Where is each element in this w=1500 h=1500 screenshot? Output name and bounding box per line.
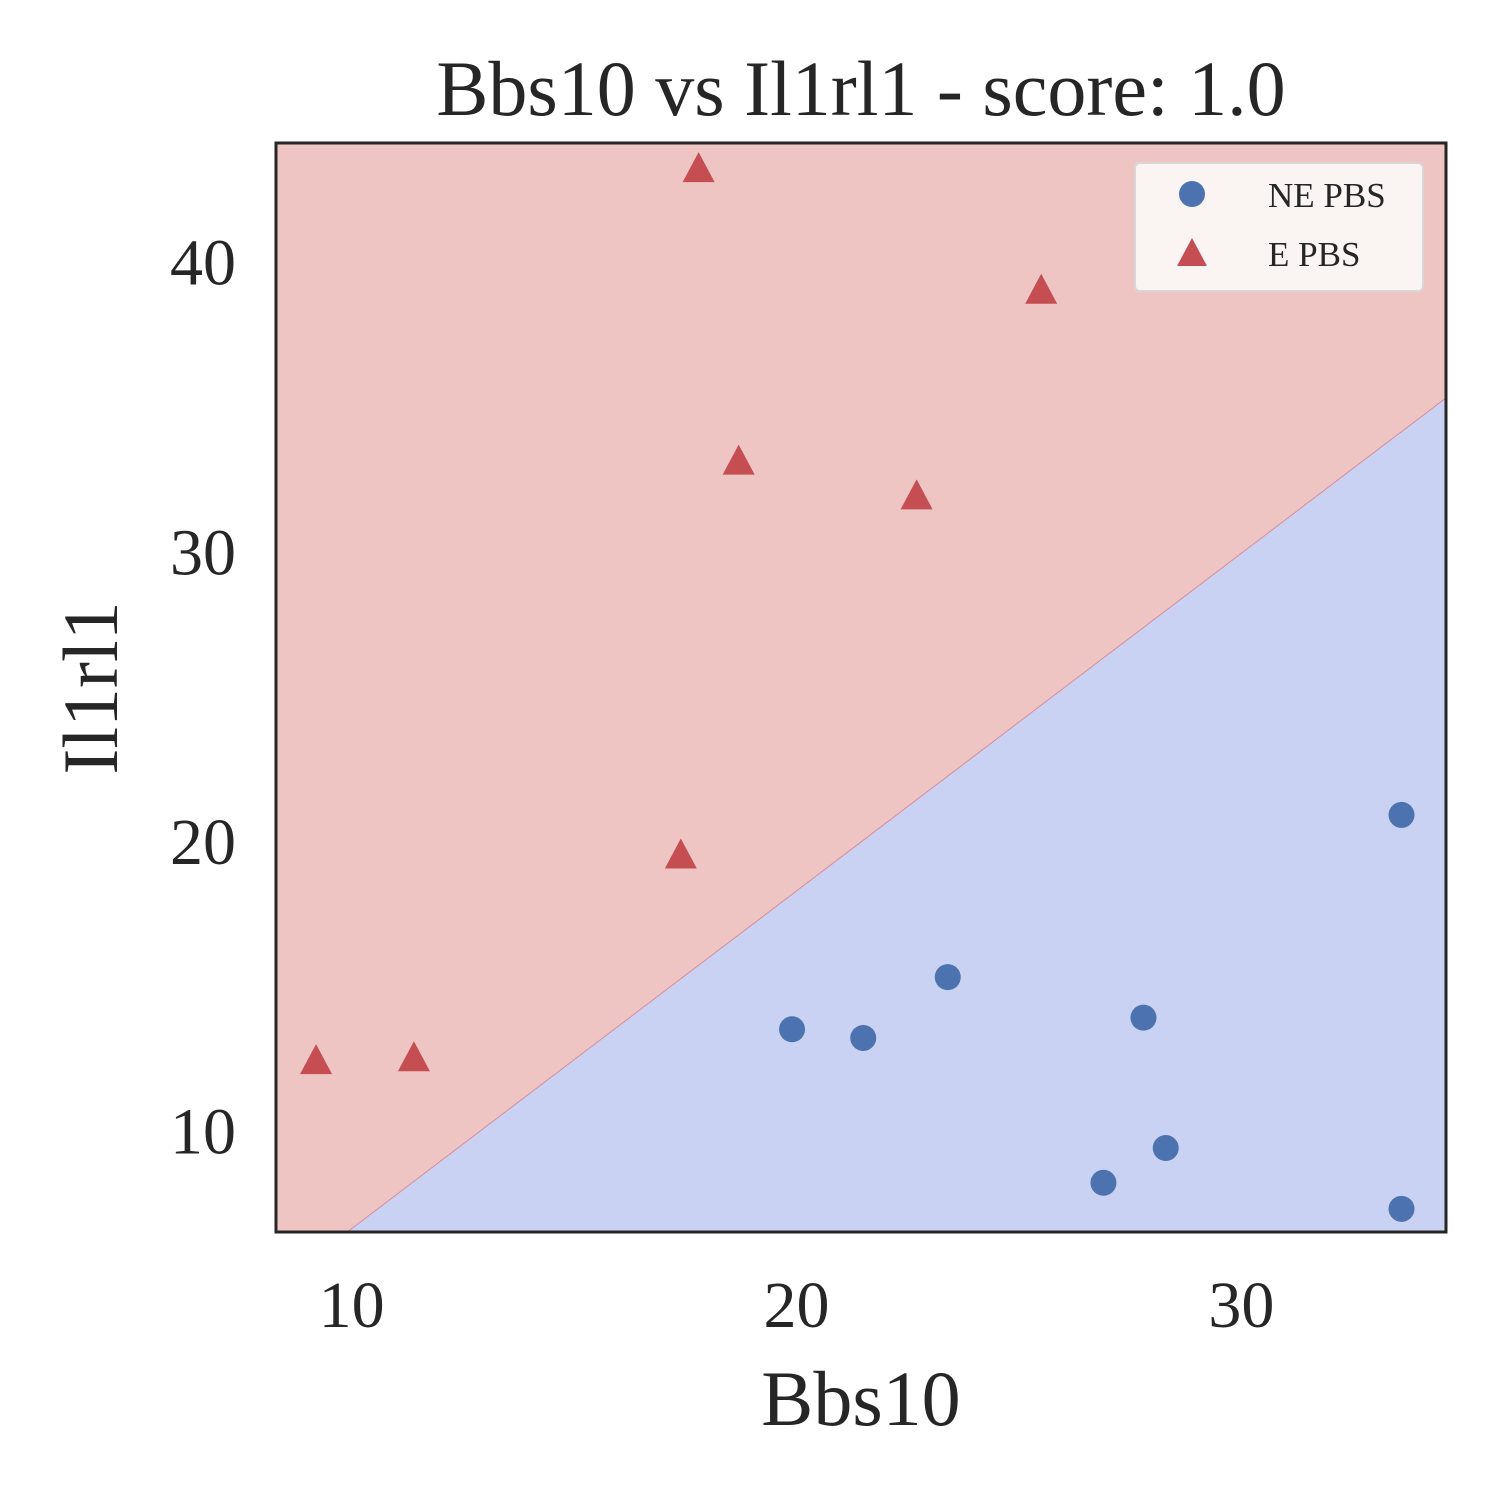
x-axis-label: Bbs10 [761,1355,960,1442]
legend-box [1134,162,1424,292]
x-tick-label: 10 [319,1269,385,1342]
point-ne-pbs [1152,1135,1179,1162]
x-axis-ticks: 10 20 30 [319,1269,1275,1342]
x-tick-label: 30 [1208,1269,1274,1342]
point-e-pbs [722,444,755,475]
y-tick-label: 10 [170,1096,236,1169]
point-e-pbs [682,152,715,183]
point-e-pbs [300,1044,333,1075]
data-points [300,152,1415,1222]
point-ne-pbs [1130,1004,1157,1031]
point-e-pbs [397,1041,430,1072]
legend-marker-e-pbs [1177,238,1207,266]
y-tick-label: 20 [170,806,236,879]
legend-label-e-pbs: E PBS [1268,235,1360,274]
point-ne-pbs [1388,801,1415,828]
plot-frame [274,141,1448,1234]
point-e-pbs [900,479,933,510]
point-ne-pbs [934,964,961,991]
y-tick-label: 30 [170,516,236,589]
x-tick-label: 20 [763,1269,829,1342]
plot-area [276,143,1446,1232]
decision-boundary [346,397,1446,1232]
point-ne-pbs [850,1024,877,1051]
legend-label-ne-pbs: NE PBS [1268,176,1386,215]
legend: NE PBS E PBS [1134,162,1424,292]
point-ne-pbs [1388,1195,1415,1222]
point-ne-pbs [1090,1169,1117,1196]
y-axis-label: Il1rl1 [47,601,134,774]
point-e-pbs [664,838,697,869]
y-axis-ticks: 10 20 30 40 [170,227,236,1169]
point-e-pbs [1025,273,1058,304]
y-tick-label: 40 [170,227,236,300]
legend-marker-ne-pbs [1179,181,1205,207]
chart-title: Bbs10 vs Il1rl1 - score: 1.0 [436,45,1285,132]
region-e-pbs [276,143,1446,1232]
point-ne-pbs [779,1016,806,1043]
